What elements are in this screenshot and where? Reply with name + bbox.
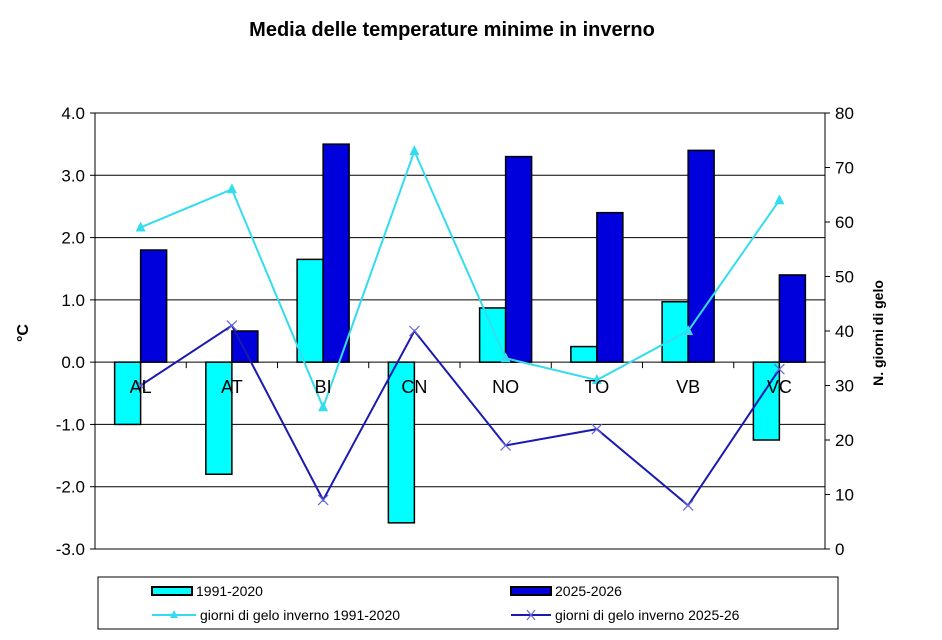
y2-tick-label: 50 [835, 268, 854, 287]
y-tick-label: 1.0 [61, 291, 85, 310]
y2-tick-label: 80 [835, 104, 854, 123]
bar-1991-2020-BI [296, 258, 324, 363]
y2-tick-label: 60 [835, 213, 854, 232]
point-triangle-AL [135, 221, 146, 232]
point-x-AT [226, 320, 238, 331]
bar-2025-2026-VB [687, 149, 715, 363]
y2-axis-label: N. giorni di gelo [870, 280, 886, 386]
y-tick-label: 4.0 [61, 104, 85, 123]
point-triangle-AT [226, 183, 237, 194]
point-triangle-NO [500, 352, 511, 363]
y-tick-label: -1.0 [56, 415, 85, 434]
point-triangle-BI [318, 401, 329, 412]
point-x-VB [682, 499, 694, 511]
legend-label-gelo-1991-2020: giorni di gelo inverno 1991-2020 [200, 607, 400, 623]
category-label-BI: BI [315, 377, 332, 397]
y2-tick-label: 20 [835, 431, 854, 450]
category-label-VB: VB [676, 377, 700, 397]
point-triangle-VC [774, 194, 785, 205]
legend-label-1991-2020: 1991-2020 [196, 583, 263, 599]
category-label-VC: VC [767, 377, 792, 397]
point-x-CN [408, 325, 420, 337]
y2-tick-label: 0 [835, 540, 844, 559]
category-label-AL: AL [130, 377, 152, 397]
axes: 4.0 3.0 2.0 1.0 0.0 -1.0 -2.0 -3.0 80 70 60 50 40 30 2… [56, 104, 854, 559]
triangle-marker-icon [170, 610, 178, 618]
bar-1991-2020-NO [478, 307, 507, 363]
y2-tick-label: 70 [835, 159, 854, 178]
point-x-BI [317, 494, 329, 506]
category-label-CN: CN [401, 377, 427, 397]
bar-1991-2020-VB [661, 300, 689, 363]
y2-tick-label: 10 [835, 486, 854, 505]
y-tick-label: -3.0 [56, 540, 85, 559]
chart-title: Media delle temperature minime in invern… [249, 19, 655, 41]
legend-swatch-1991-2020 [151, 586, 193, 596]
y-tick-label: 2.0 [61, 229, 85, 248]
y-tick-label: 3.0 [61, 166, 85, 185]
point-triangle-VB [683, 325, 694, 335]
gridlines [95, 112, 825, 488]
point-x-NO [500, 440, 512, 451]
bar-2025-2026-AL [139, 249, 168, 363]
line-giorni di gelo inverno 1991-2020 [140, 148, 781, 411]
bars [113, 143, 807, 524]
point-triangle-TO [591, 374, 602, 385]
y-tick-label: 0.0 [61, 353, 85, 372]
legend-box [97, 576, 839, 630]
legend-label-2025-2026: 2025-2026 [555, 583, 622, 599]
point-x-VC [773, 363, 785, 375]
category-label-NO: NO [492, 377, 519, 397]
bar-1991-2020-TO [570, 345, 598, 363]
bar-2025-2026-BI [322, 143, 350, 363]
y-axis-label: °C [15, 324, 32, 342]
y2-tick-label: 40 [835, 322, 854, 341]
legend-label-gelo-2025-26: giorni di gelo inverno 2025-26 [555, 607, 740, 623]
y-tick-label: -2.0 [56, 478, 85, 497]
bar-1991-2020-CN [387, 361, 416, 524]
bar-2025-2026-NO [504, 155, 533, 363]
bar-2025-2026-VC [778, 274, 807, 363]
bar-2025-2026-TO [596, 211, 624, 363]
point-triangle-CN [409, 145, 420, 156]
bar-2025-2026-AT [231, 330, 259, 363]
category-label-TO: TO [585, 377, 610, 397]
point-x-TO [591, 423, 603, 435]
x-marker-icon [526, 609, 536, 621]
lines [135, 145, 785, 511]
bar-1991-2020-AT [205, 361, 233, 476]
line-giorni di gelo inverno 2025-26 [140, 324, 781, 507]
category-labels: AL AT BI CN NO TO VB VC [130, 377, 792, 397]
point-x-AL [135, 380, 147, 391]
category-label-AT: AT [221, 377, 243, 397]
y2-tick-label: 30 [835, 377, 854, 396]
bar-1991-2020-AL [113, 361, 142, 426]
legend-swatch-2025-2026 [510, 586, 552, 596]
legend: 1991-2020 2025-2026 giorni di gelo inver… [97, 576, 839, 630]
